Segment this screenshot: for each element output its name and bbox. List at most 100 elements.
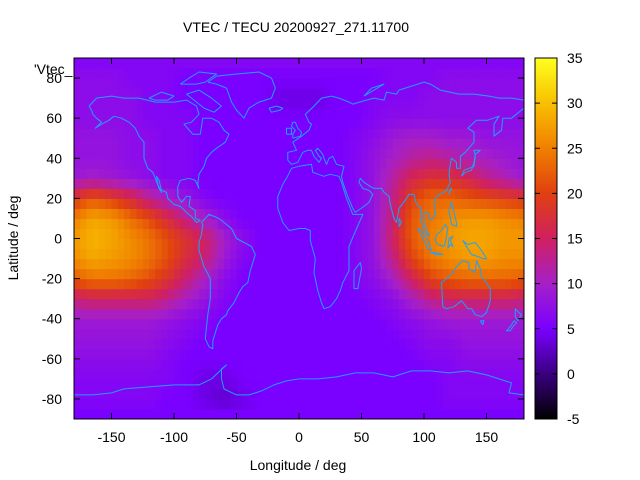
heatmap-cell [342, 318, 350, 330]
heatmap-cell [111, 348, 119, 360]
heatmap-cell [205, 78, 213, 89]
heatmap-cell [361, 198, 369, 210]
heatmap-cell [180, 318, 188, 330]
heatmap-cell [199, 278, 206, 290]
heatmap-cell [324, 148, 331, 159]
heatmap-cell [474, 378, 481, 390]
heatmap-cell [99, 408, 106, 419]
heatmap-cell [267, 118, 275, 129]
heatmap-cell [392, 218, 400, 230]
heatmap-cell [99, 78, 106, 89]
heatmap-cell [299, 408, 306, 419]
heatmap-cell [349, 148, 356, 159]
heatmap-cell [74, 378, 81, 390]
heatmap-cell [149, 368, 156, 380]
heatmap-cell [86, 208, 94, 220]
heatmap-cell [342, 88, 350, 99]
heatmap-cell [474, 108, 481, 119]
heatmap-cell [349, 358, 356, 370]
heatmap-cell [392, 148, 400, 159]
heatmap-cell [461, 118, 469, 129]
heatmap-cell [455, 318, 463, 330]
heatmap-cell [124, 118, 131, 129]
heatmap-cell [274, 138, 281, 149]
heatmap-cell [111, 158, 119, 169]
heatmap-cell [349, 338, 356, 350]
heatmap-cell [486, 298, 494, 310]
heatmap-cell [292, 358, 300, 370]
heatmap-cell [436, 198, 444, 210]
heatmap-cell [299, 338, 306, 350]
heatmap-cell [230, 108, 238, 119]
heatmap-cell [217, 218, 225, 230]
heatmap-cell [342, 298, 350, 310]
heatmap-cell [430, 218, 438, 230]
heatmap-cell [367, 98, 375, 109]
heatmap-cell [467, 68, 475, 79]
heatmap-cell [130, 118, 138, 129]
heatmap-cell [211, 88, 219, 99]
heatmap-cell [117, 118, 125, 129]
heatmap-cell [311, 118, 319, 129]
heatmap-cell [242, 198, 250, 210]
heatmap-cell [86, 128, 94, 139]
heatmap-cell [436, 238, 444, 250]
heatmap-cell [449, 188, 456, 199]
heatmap-cell [167, 278, 175, 290]
heatmap-cell [380, 118, 388, 129]
heatmap-cell [149, 268, 156, 280]
heatmap-cell [255, 368, 263, 380]
heatmap-cell [330, 358, 338, 370]
heatmap-cell [186, 58, 194, 69]
heatmap-cell [299, 158, 306, 169]
heatmap-cell [267, 298, 275, 310]
heatmap-cell [305, 68, 313, 79]
heatmap-cell [242, 328, 250, 340]
heatmap-cell [92, 178, 100, 189]
heatmap-cell [311, 128, 319, 139]
heatmap-cell [236, 138, 244, 149]
heatmap-cell [342, 268, 350, 280]
heatmap-cell [192, 408, 200, 419]
heatmap-cell [167, 398, 175, 410]
heatmap-cell [105, 258, 113, 270]
heatmap-cell [286, 228, 294, 240]
heatmap-cell [492, 188, 500, 199]
heatmap-cell [192, 168, 200, 179]
heatmap-cell [105, 188, 113, 199]
heatmap-cell [155, 238, 163, 250]
heatmap-cell [430, 58, 438, 69]
coastline-sri-lanka [398, 217, 402, 227]
heatmap-cell [149, 68, 156, 79]
heatmap-cell [124, 398, 131, 410]
heatmap-cell [467, 358, 475, 370]
heatmap-cell [205, 398, 213, 410]
heatmap-cell [280, 408, 288, 419]
heatmap-cell [161, 248, 169, 260]
heatmap-cell [117, 388, 125, 400]
heatmap-cell [492, 228, 500, 240]
heatmap-cell [192, 298, 200, 310]
heatmap-cell [505, 348, 513, 360]
heatmap-cell [255, 108, 263, 119]
heatmap-cell [367, 138, 375, 149]
heatmap-cell [411, 328, 419, 340]
heatmap-cell [136, 268, 144, 280]
heatmap-cell [161, 98, 169, 109]
heatmap-cell [330, 328, 338, 340]
heatmap-cell [280, 128, 288, 139]
heatmap-cell [424, 248, 431, 260]
heatmap-cell [236, 318, 244, 330]
heatmap-cell [161, 388, 169, 400]
heatmap-cell [186, 288, 194, 300]
heatmap-cell [174, 368, 181, 380]
heatmap-cell [205, 168, 213, 179]
heatmap-cell [461, 198, 469, 210]
heatmap-cell [149, 138, 156, 149]
heatmap-cell [505, 358, 513, 370]
heatmap-cell [317, 138, 325, 149]
heatmap-cell [167, 288, 175, 300]
heatmap-cell [455, 408, 463, 419]
heatmap-cell [411, 348, 419, 360]
heatmap-cell [311, 148, 319, 159]
